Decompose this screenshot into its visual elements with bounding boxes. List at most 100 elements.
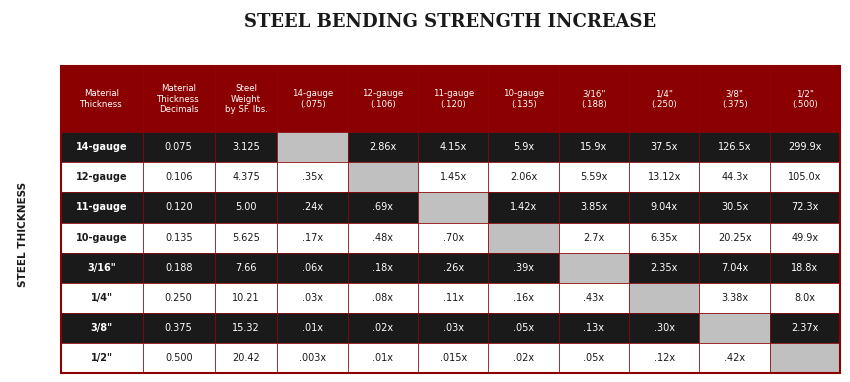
Bar xyxy=(143,283,215,313)
Text: 8.0x: 8.0x xyxy=(795,293,815,303)
Text: .17x: .17x xyxy=(302,233,323,243)
Bar xyxy=(770,343,840,373)
Bar xyxy=(418,253,489,283)
Text: Steel
Weight
by SF. lbs.: Steel Weight by SF. lbs. xyxy=(224,84,268,114)
Bar xyxy=(60,66,840,373)
Bar xyxy=(629,343,700,373)
Text: .30x: .30x xyxy=(654,323,675,333)
Text: 299.9x: 299.9x xyxy=(788,142,822,152)
Text: 3.125: 3.125 xyxy=(232,142,260,152)
Text: 15.32: 15.32 xyxy=(232,323,260,333)
Bar xyxy=(60,343,143,373)
Bar xyxy=(489,162,558,193)
Bar xyxy=(700,253,770,283)
Text: 10.21: 10.21 xyxy=(232,293,260,303)
Text: 11-gauge
(.120): 11-gauge (.120) xyxy=(433,89,474,109)
Text: 0.250: 0.250 xyxy=(165,293,193,303)
Bar xyxy=(558,253,629,283)
Text: .02x: .02x xyxy=(372,323,394,333)
Text: .42x: .42x xyxy=(724,353,745,363)
Text: 4.15x: 4.15x xyxy=(439,142,467,152)
Bar xyxy=(277,223,348,253)
Bar xyxy=(558,223,629,253)
Bar xyxy=(558,193,629,223)
Bar xyxy=(277,253,348,283)
Text: 1/4": 1/4" xyxy=(91,293,113,303)
Text: 126.5x: 126.5x xyxy=(718,142,751,152)
Text: 5.9x: 5.9x xyxy=(513,142,534,152)
Bar xyxy=(418,162,489,193)
Bar xyxy=(629,253,700,283)
Text: 6.35x: 6.35x xyxy=(651,233,678,243)
Bar xyxy=(143,253,215,283)
Bar xyxy=(60,223,143,253)
Text: 1/2"
(.500): 1/2" (.500) xyxy=(792,89,818,109)
Text: 2.37x: 2.37x xyxy=(791,323,819,333)
Bar xyxy=(629,283,700,313)
Text: 0.106: 0.106 xyxy=(165,172,192,182)
Bar xyxy=(629,313,700,343)
Bar xyxy=(418,343,489,373)
Text: 1.45x: 1.45x xyxy=(439,172,467,182)
Text: .06x: .06x xyxy=(302,263,323,273)
Bar xyxy=(277,313,348,343)
Bar xyxy=(60,253,143,283)
Bar xyxy=(143,66,215,132)
Text: .12x: .12x xyxy=(654,353,675,363)
Text: 2.06x: 2.06x xyxy=(510,172,537,182)
Bar xyxy=(418,193,489,223)
Text: 5.59x: 5.59x xyxy=(581,172,608,182)
Text: 0.135: 0.135 xyxy=(165,233,193,243)
Bar xyxy=(629,132,700,162)
Text: .39x: .39x xyxy=(513,263,534,273)
Text: .015x: .015x xyxy=(439,353,467,363)
Text: 20.42: 20.42 xyxy=(232,353,260,363)
Text: 2.86x: 2.86x xyxy=(370,142,397,152)
Text: 49.9x: 49.9x xyxy=(791,233,819,243)
Text: .01x: .01x xyxy=(372,353,394,363)
Text: Material
Thickness
Decimals: Material Thickness Decimals xyxy=(157,84,200,114)
Bar xyxy=(558,66,629,132)
Text: 2.7x: 2.7x xyxy=(583,233,604,243)
Text: .003x: .003x xyxy=(299,353,326,363)
Bar xyxy=(215,313,277,343)
Text: .05x: .05x xyxy=(583,353,604,363)
Bar xyxy=(277,343,348,373)
Text: 0.120: 0.120 xyxy=(165,202,193,212)
Bar xyxy=(558,343,629,373)
Bar xyxy=(348,132,418,162)
Bar xyxy=(418,313,489,343)
Bar xyxy=(770,253,840,283)
Text: 3/8"
(.375): 3/8" (.375) xyxy=(722,89,747,109)
Bar xyxy=(277,66,348,132)
Bar xyxy=(418,132,489,162)
Bar xyxy=(60,162,143,193)
Bar xyxy=(489,223,558,253)
Text: 105.0x: 105.0x xyxy=(788,172,822,182)
Text: .05x: .05x xyxy=(513,323,534,333)
Bar xyxy=(489,193,558,223)
Text: .03x: .03x xyxy=(443,323,464,333)
Bar xyxy=(215,66,277,132)
Bar xyxy=(348,343,418,373)
Text: 12-gauge: 12-gauge xyxy=(76,172,128,182)
Bar xyxy=(60,193,143,223)
Text: 3/16"
(.188): 3/16" (.188) xyxy=(581,89,607,109)
Text: .08x: .08x xyxy=(372,293,394,303)
Bar xyxy=(215,223,277,253)
Bar xyxy=(277,132,348,162)
Text: .11x: .11x xyxy=(443,293,464,303)
Bar xyxy=(348,253,418,283)
Bar xyxy=(558,313,629,343)
Bar xyxy=(277,283,348,313)
Bar xyxy=(629,66,700,132)
Bar xyxy=(700,162,770,193)
Text: .16x: .16x xyxy=(513,293,534,303)
Bar xyxy=(215,283,277,313)
Bar xyxy=(489,66,558,132)
Text: 0.500: 0.500 xyxy=(165,353,193,363)
Text: 12-gauge
(.106): 12-gauge (.106) xyxy=(362,89,404,109)
Bar xyxy=(700,66,770,132)
Text: .18x: .18x xyxy=(372,263,394,273)
Text: 10-gauge: 10-gauge xyxy=(76,233,128,243)
